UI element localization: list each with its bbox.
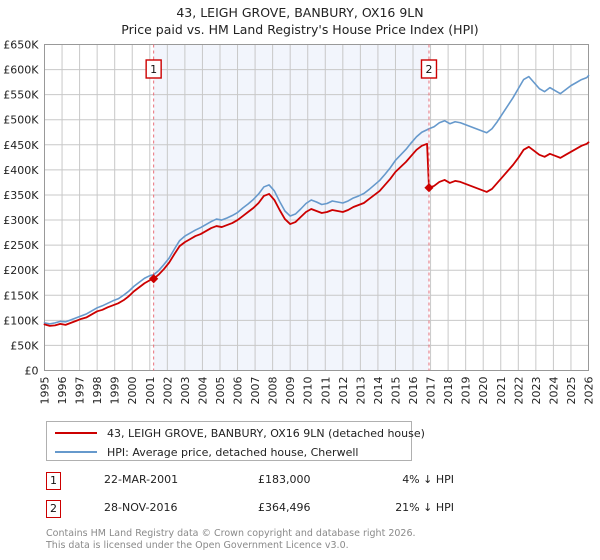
svg-text:2012: 2012 xyxy=(337,377,350,405)
legend-item-price-paid: 43, LEIGH GROVE, BANBURY, OX16 9LN (deta… xyxy=(47,423,425,443)
svg-text:2016: 2016 xyxy=(407,377,420,405)
svg-text:£500K: £500K xyxy=(3,114,39,127)
page-subtitle: Price paid vs. HM Land Registry's House … xyxy=(121,22,479,37)
x-axis-tick-labels: 1995 1996 1997 1998 1999 2000 2001 2002 2003 2004… xyxy=(39,377,596,405)
y-axis-tick-labels: £0 £50K £100K £150K £200K £250K £300K £350K £400… xyxy=(3,39,39,378)
svg-text:2003: 2003 xyxy=(179,377,192,405)
legend-swatch-price-paid xyxy=(55,432,97,434)
chart-svg: £0 £50K £100K £150K £200K £250K £300K £350K £400… xyxy=(3,39,596,405)
hpi-line xyxy=(43,74,590,325)
chart-title-block: 43, LEIGH GROVE, BANBURY, OX16 9LN Price… xyxy=(0,4,600,38)
svg-text:£650K: £650K xyxy=(3,39,39,52)
svg-text:2018: 2018 xyxy=(442,377,455,405)
svg-text:£250K: £250K xyxy=(3,239,39,252)
svg-text:£400K: £400K xyxy=(3,164,39,177)
annotation-guide-lines xyxy=(153,44,430,371)
svg-text:1: 1 xyxy=(150,63,157,76)
svg-text:£550K: £550K xyxy=(3,89,39,102)
legend-label-hpi: HPI: Average price, detached house, Cher… xyxy=(107,445,359,459)
legend-item-hpi: HPI: Average price, detached house, Cher… xyxy=(47,442,411,462)
svg-text:2026: 2026 xyxy=(583,377,596,405)
svg-text:2005: 2005 xyxy=(214,377,227,405)
transaction-row-1: 1 22-MAR-2001 £183,000 4% ↓ HPI xyxy=(46,472,454,494)
footer-line-1: Contains HM Land Registry data © Crown c… xyxy=(46,528,416,539)
svg-text:£200K: £200K xyxy=(3,264,39,277)
transaction-row-2: 2 28-NOV-2016 £364,496 21% ↓ HPI xyxy=(46,500,454,522)
svg-text:2021: 2021 xyxy=(495,377,508,405)
price-paid-line xyxy=(43,141,590,327)
svg-text:1997: 1997 xyxy=(74,377,87,405)
svg-text:2004: 2004 xyxy=(196,377,209,405)
svg-text:2007: 2007 xyxy=(249,377,262,405)
svg-text:£150K: £150K xyxy=(3,289,39,302)
highlight-band xyxy=(153,44,429,371)
chart-legend: 43, LEIGH GROVE, BANBURY, OX16 9LN (deta… xyxy=(46,421,425,462)
transaction-date-1: 22-MAR-2001 xyxy=(104,473,179,486)
transaction-price-1: £183,000 xyxy=(258,473,311,486)
svg-text:2001: 2001 xyxy=(144,377,157,405)
svg-text:1998: 1998 xyxy=(91,377,104,405)
svg-text:2013: 2013 xyxy=(354,377,367,405)
transaction-price-2: £364,496 xyxy=(258,501,311,514)
svg-text:2025: 2025 xyxy=(565,377,578,405)
transaction-hpi-delta-1: 4% ↓ HPI xyxy=(402,473,454,486)
svg-text:2006: 2006 xyxy=(232,377,245,405)
svg-text:2020: 2020 xyxy=(477,377,490,405)
svg-text:2024: 2024 xyxy=(547,377,560,405)
svg-text:£350K: £350K xyxy=(3,189,39,202)
grid-lines xyxy=(44,44,589,371)
svg-text:2017: 2017 xyxy=(425,377,438,405)
svg-text:2015: 2015 xyxy=(389,377,402,405)
transaction-date-2: 28-NOV-2016 xyxy=(104,501,178,514)
svg-text:2009: 2009 xyxy=(284,377,297,405)
svg-text:2019: 2019 xyxy=(460,377,473,405)
svg-text:£300K: £300K xyxy=(3,214,39,227)
svg-text:2: 2 xyxy=(425,63,432,76)
svg-text:2000: 2000 xyxy=(126,377,139,405)
svg-text:2008: 2008 xyxy=(267,377,280,405)
svg-text:£0: £0 xyxy=(25,365,39,378)
svg-text:2022: 2022 xyxy=(512,377,525,405)
svg-text:£100K: £100K xyxy=(3,314,39,327)
svg-text:2002: 2002 xyxy=(161,377,174,405)
svg-text:1996: 1996 xyxy=(56,377,69,405)
svg-text:2011: 2011 xyxy=(319,377,332,405)
svg-text:2023: 2023 xyxy=(530,377,543,405)
svg-text:£50K: £50K xyxy=(10,339,39,352)
svg-text:£600K: £600K xyxy=(3,64,39,77)
svg-text:2010: 2010 xyxy=(302,377,315,405)
legend-swatch-hpi xyxy=(55,451,97,453)
copyright-footer: Contains HM Land Registry data © Crown c… xyxy=(46,528,566,551)
chart-area: £0 £50K £100K £150K £200K £250K £300K £350K £400… xyxy=(3,39,596,405)
footer-line-2: This data is licensed under the Open Gov… xyxy=(46,539,349,551)
transaction-badge-1[interactable]: 1 xyxy=(46,472,61,490)
svg-text:£450K: £450K xyxy=(3,139,39,152)
svg-text:2014: 2014 xyxy=(372,377,385,405)
svg-text:1995: 1995 xyxy=(39,377,52,405)
page-title: 43, LEIGH GROVE, BANBURY, OX16 9LN xyxy=(176,5,424,20)
transaction-point-markers xyxy=(149,183,434,284)
plot-frame xyxy=(44,44,589,371)
transaction-hpi-delta-2: 21% ↓ HPI xyxy=(395,501,454,514)
transaction-badge-2[interactable]: 2 xyxy=(46,500,61,518)
legend-label-price-paid: 43, LEIGH GROVE, BANBURY, OX16 9LN (deta… xyxy=(107,426,425,440)
svg-text:1999: 1999 xyxy=(109,377,122,405)
